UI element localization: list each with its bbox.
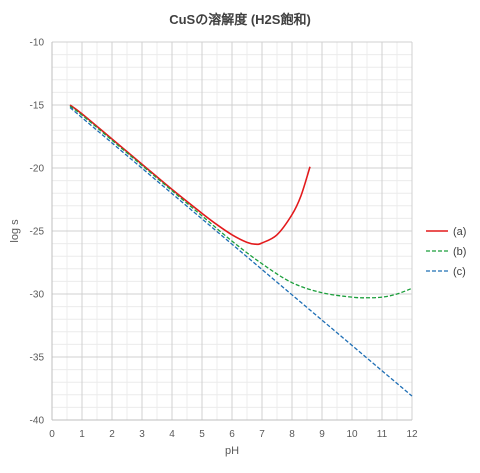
- x-tick-label: 9: [319, 429, 325, 440]
- x-tick-label: 0: [49, 429, 55, 440]
- y-tick-label: -25: [30, 227, 45, 238]
- series-line-b: [69, 105, 413, 299]
- x-tick-label: 10: [346, 429, 358, 440]
- chart-title: CuSの溶解度 (H2S飽和): [169, 12, 311, 27]
- x-axis-title: pH: [225, 445, 239, 457]
- legend: (a) (b) (c): [426, 226, 466, 278]
- x-tick-label: 2: [109, 429, 115, 440]
- y-axis-title: log s: [9, 219, 21, 243]
- series-line-c: [69, 107, 413, 397]
- y-tick-label: -20: [30, 164, 45, 175]
- legend-label-a: (a): [453, 226, 466, 238]
- legend-label-b: (b): [453, 246, 466, 258]
- y-tick-labels: -40 -35 -30 -25 -20 -15 -10: [30, 38, 45, 427]
- series-line-a: [69, 104, 311, 246]
- x-tick-label: 3: [139, 429, 145, 440]
- y-tick-label: -15: [30, 101, 45, 112]
- y-tick-label: -30: [30, 290, 45, 301]
- axes: [51, 42, 412, 421]
- y-tick-label: -35: [30, 353, 45, 364]
- x-tick-label: 11: [377, 429, 388, 440]
- x-tick-label: 1: [79, 429, 85, 440]
- x-tick-label: 4: [169, 429, 175, 440]
- x-tick-label: 6: [229, 429, 235, 440]
- x-tick-label: 7: [259, 429, 265, 440]
- major-grid: [51, 41, 413, 421]
- x-tick-labels: 0 1 2 3 4 5 6 7 8 9 10 11 12: [49, 429, 418, 440]
- legend-label-c: (c): [453, 266, 466, 278]
- x-tick-label: 5: [199, 429, 205, 440]
- y-tick-label: -40: [30, 416, 45, 427]
- x-tick-label: 12: [406, 429, 418, 440]
- y-tick-label: -10: [30, 38, 45, 49]
- series-layer: [69, 104, 413, 397]
- x-tick-label: 8: [289, 429, 295, 440]
